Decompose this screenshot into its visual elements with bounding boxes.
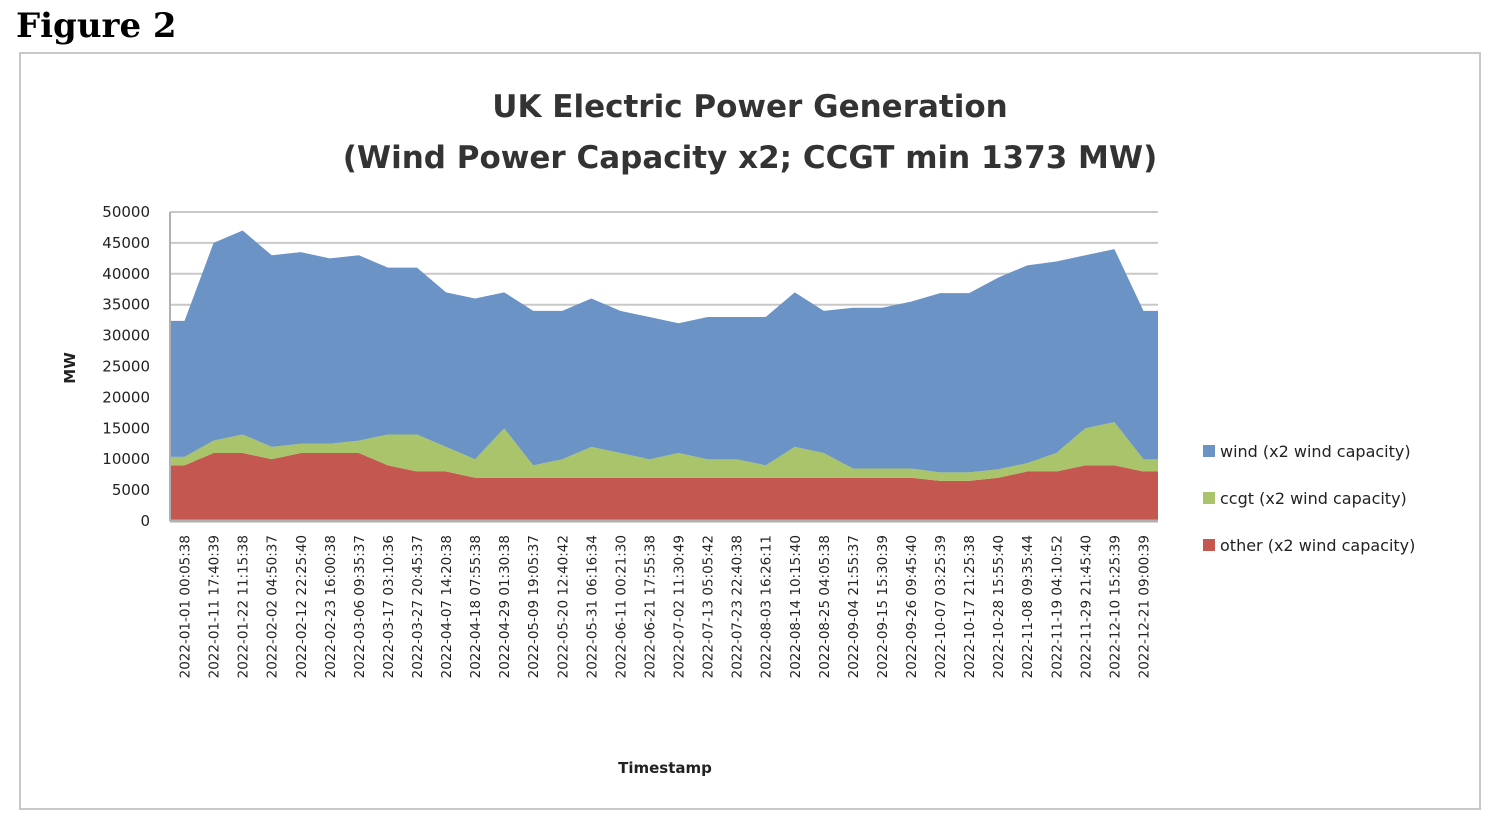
- x-tick-label: 2022-02-02 04:50:37: [265, 535, 281, 678]
- x-tick-label: 2022-07-02 11:30:49: [672, 535, 688, 678]
- x-tick-label: 2022-03-27 20:45:37: [410, 535, 426, 678]
- x-tick-label: 2022-09-26 09:45:40: [904, 535, 920, 678]
- x-axis: 2022-01-01 00:05:38 2022-01-11 17:40:39 20…: [170, 519, 1158, 678]
- x-tick-label: 2022-07-23 22:40:38: [730, 535, 746, 678]
- y-tick-label: 0: [140, 512, 150, 530]
- x-tick-label: 2022-07-13 05:05:42: [701, 535, 717, 678]
- figure-label: Figure 2: [16, 6, 177, 46]
- x-tick-label: 2022-11-08 09:35:44: [1020, 535, 1036, 678]
- y-tick-label: 50000: [102, 203, 150, 221]
- y-tick-label: 10000: [102, 450, 150, 468]
- legend-swatch: [1203, 445, 1215, 457]
- y-tick-label: 40000: [102, 265, 150, 283]
- chart-title: UK Electric Power Generation: [492, 89, 1007, 125]
- x-tick-label: 2022-05-20 12:40:42: [555, 535, 571, 678]
- x-tick-label: 2022-10-17 21:25:38: [962, 535, 978, 678]
- x-tick-label: 2022-11-29 21:45:40: [1078, 535, 1094, 678]
- x-tick-label: 2022-03-06 09:35:37: [352, 535, 368, 678]
- x-tick-label: 2022-11-19 04:10:52: [1049, 535, 1065, 678]
- legend-label: other (x2 wind capacity): [1220, 536, 1415, 555]
- y-tick-label: 45000: [102, 234, 150, 252]
- y-tick-label: 30000: [102, 327, 150, 345]
- legend: wind (x2 wind capacity) ccgt (x2 wind cap…: [1203, 442, 1415, 555]
- x-tick-label: 2022-10-07 03:25:39: [933, 535, 949, 678]
- legend-label: wind (x2 wind capacity): [1220, 442, 1411, 461]
- x-tick-label: 2022-09-15 15:30:39: [875, 535, 891, 678]
- x-tick-label: 2022-08-03 16:26:11: [759, 535, 775, 678]
- x-tick-label: 2022-10-28 15:55:40: [991, 535, 1007, 678]
- x-tick-label: 2022-01-11 17:40:39: [207, 535, 223, 678]
- x-tick-label: 2022-02-23 16:00:38: [323, 535, 339, 678]
- x-tick-label: 2022-02-12 22:25:40: [294, 535, 310, 678]
- y-axis: 0 5000 10000 15000 20000 25000 30000 35000 40000…: [102, 203, 171, 530]
- x-tick-label: 2022-01-22 11:15:38: [236, 535, 252, 678]
- x-tick-label: 2022-08-25 04:05:38: [817, 535, 833, 678]
- plot-areas: [170, 230, 1158, 521]
- x-tick-label: 2022-06-11 00:21:30: [613, 535, 629, 678]
- x-tick-label: 2022-06-21 17:55:38: [642, 535, 658, 678]
- legend-swatch: [1203, 492, 1215, 504]
- chart-subtitle: (Wind Power Capacity x2; CCGT min 1373 M…: [343, 140, 1158, 176]
- series-area: [170, 230, 1158, 473]
- y-tick-label: 20000: [102, 388, 150, 406]
- x-tick-label: 2022-03-17 03:10:36: [381, 535, 397, 678]
- y-tick-label: 5000: [112, 481, 150, 499]
- x-tick-label: 2022-12-21 09:00:39: [1136, 535, 1152, 678]
- x-tick-label: 2022-09-04 21:55:37: [846, 535, 862, 678]
- x-tick-label: 2022-01-01 00:05:38: [178, 535, 194, 678]
- legend-label: ccgt (x2 wind capacity): [1220, 489, 1407, 508]
- y-axis-label: MW: [61, 352, 79, 384]
- x-tick-label: 2022-12-10 15:25:39: [1107, 535, 1123, 678]
- x-tick-label: 2022-04-07 14:20:38: [439, 535, 455, 678]
- x-tick-label: 2022-04-18 07:55:38: [468, 535, 484, 678]
- series-area: [170, 422, 1158, 481]
- x-tick-label: 2022-05-31 06:16:34: [584, 535, 600, 678]
- y-tick-label: 25000: [102, 358, 150, 376]
- legend-swatch: [1203, 539, 1215, 551]
- x-tick-label: 2022-08-14 10:15:40: [788, 535, 804, 678]
- x-tick-label: 2022-04-29 01:30:38: [497, 535, 513, 678]
- x-tick-label: 2022-05-09 19:05:37: [526, 535, 542, 678]
- x-axis-label: Timestamp: [618, 759, 712, 777]
- series-area: [170, 453, 1158, 521]
- y-tick-label: 35000: [102, 296, 150, 314]
- y-tick-label: 15000: [102, 419, 150, 437]
